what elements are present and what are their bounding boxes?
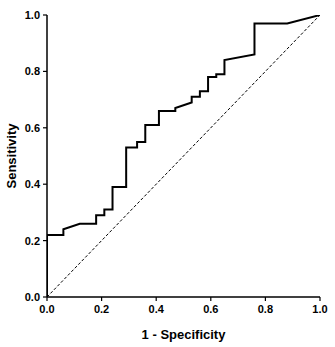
x-tick-label: 0.4: [149, 303, 165, 315]
roc-curve: [47, 15, 320, 297]
y-axis-label: Sensitivity: [4, 123, 19, 189]
y-tick: [43, 184, 47, 185]
x-tick: [319, 297, 320, 301]
x-tick-label: 0.8: [258, 303, 273, 315]
y-tick-label: 0.0: [25, 291, 40, 303]
y-tick: [43, 71, 47, 72]
x-tick-label: 1.0: [312, 303, 327, 315]
y-tick: [43, 127, 47, 128]
x-tick: [210, 297, 211, 301]
y-tick: [43, 296, 47, 297]
y-tick-label: 1.0: [25, 9, 40, 21]
reference-line: [47, 15, 320, 297]
y-tick-label: 0.6: [25, 122, 40, 134]
x-tick-label: 0.0: [39, 303, 54, 315]
x-tick: [156, 297, 157, 301]
x-tick-label: 0.2: [94, 303, 109, 315]
y-tick-label: 0.4: [25, 178, 41, 190]
chart: 0.0 0.2 0.4 0.6 0.8 1.0 0.0 0.2 0.4 0.6 0.8 1.0 1 - …: [0, 0, 335, 347]
x-axis: [47, 296, 320, 298]
x-tick-label: 0.6: [203, 303, 218, 315]
y-tick: [43, 240, 47, 241]
y-tick-label: 0.2: [25, 235, 40, 247]
y-tick-label: 0.8: [25, 65, 40, 77]
x-axis-label: 1 - Specificity: [142, 327, 227, 342]
plot-area: [47, 15, 320, 297]
x-tick: [265, 297, 266, 301]
y-tick: [43, 14, 47, 15]
x-tick: [101, 297, 102, 301]
